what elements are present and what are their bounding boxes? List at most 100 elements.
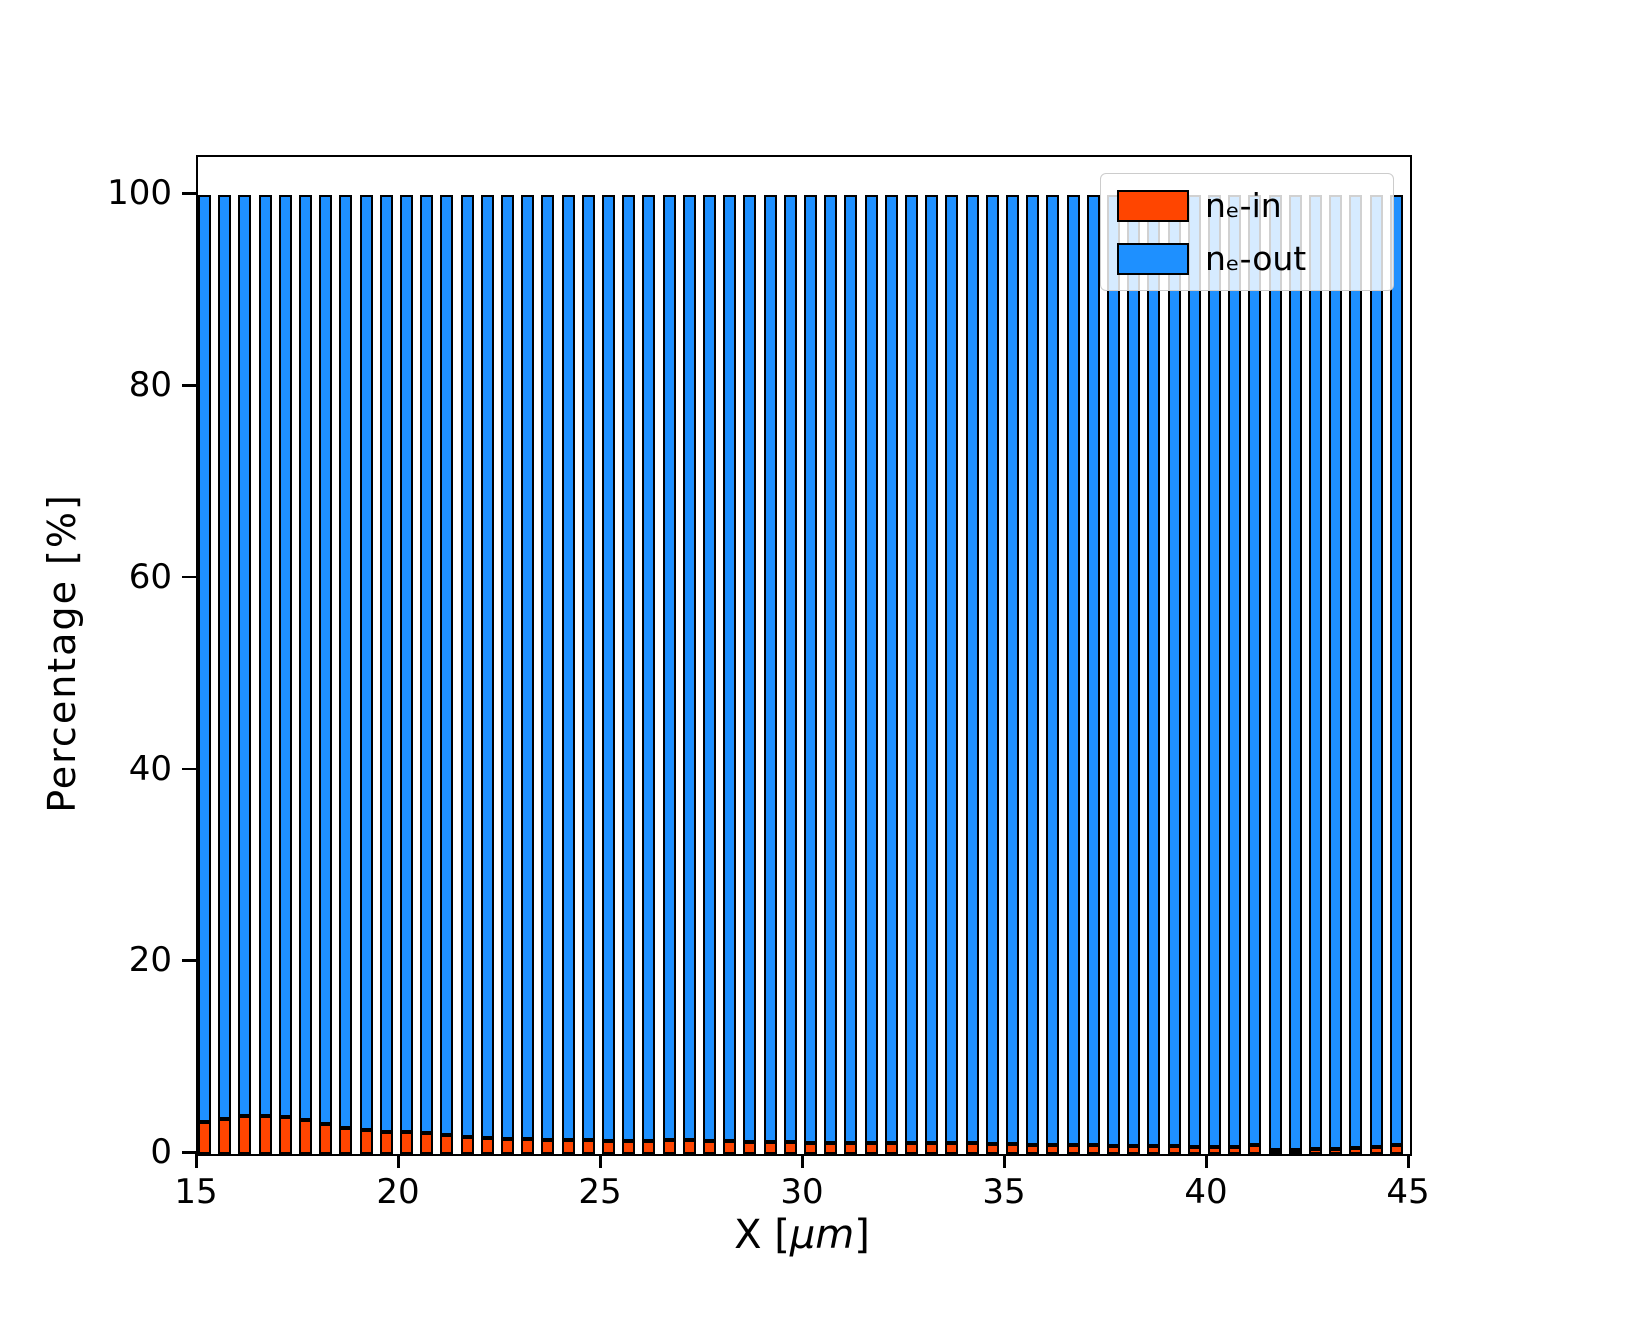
bar-segment <box>1046 1145 1060 1154</box>
bar-segment <box>1329 1149 1343 1154</box>
x-tick-mark <box>599 1154 602 1168</box>
x-tick-mark <box>1205 1154 1208 1168</box>
bar-segment <box>743 1141 757 1154</box>
y-tick-mark <box>182 575 196 579</box>
x-tick-label: 15 <box>174 1172 218 1212</box>
bar-segment <box>945 1143 959 1154</box>
y-tick-mark <box>182 767 196 771</box>
bar-segment <box>1187 1147 1201 1154</box>
bar-segment <box>258 195 272 1116</box>
bar-segment <box>844 195 858 1143</box>
bar-segment <box>864 195 878 1143</box>
bar-segment <box>662 195 676 1140</box>
bar-segment <box>965 1143 979 1154</box>
bar-segment <box>379 1131 393 1154</box>
bar-segment <box>1349 1148 1363 1154</box>
bar-segment <box>1389 1145 1403 1154</box>
x-axis-label: X [μm] <box>734 1212 870 1258</box>
bar-segment <box>945 195 959 1144</box>
bar-segment <box>804 1142 817 1154</box>
y-tick-label: 0 <box>150 1132 172 1172</box>
bar-segment <box>985 1144 999 1154</box>
bar-segment <box>1268 1150 1282 1154</box>
bar-segment <box>1228 1147 1242 1154</box>
bar-segment <box>1167 195 1181 1147</box>
bar-segment <box>541 1139 555 1154</box>
bar-segment <box>1248 1145 1262 1154</box>
bar-segment <box>1369 195 1383 1148</box>
bar-segment <box>642 195 656 1141</box>
bar-segment <box>581 1139 595 1154</box>
bar-segment <box>602 1140 615 1154</box>
bar-segment <box>1147 1146 1161 1154</box>
bar-segment <box>521 1138 535 1154</box>
y-tick-label: 60 <box>128 556 172 597</box>
x-tick-label: 40 <box>1184 1172 1228 1212</box>
bar-segment <box>1107 195 1120 1147</box>
bar-segment <box>420 1132 434 1154</box>
bar-segment <box>925 1143 939 1154</box>
bar-segment <box>864 1142 878 1154</box>
bar-segment <box>1046 195 1060 1146</box>
bar-segment <box>602 195 615 1141</box>
bar-segment <box>783 195 797 1142</box>
bar-segment <box>440 1134 454 1154</box>
legend-entry-ne-out: nₑ-out <box>1117 239 1377 278</box>
plot-area: nₑ-in nₑ-out <box>196 155 1412 1156</box>
bar-segment <box>379 195 393 1132</box>
bar-segment <box>299 1119 312 1154</box>
bar-segment <box>1086 195 1100 1146</box>
bar-segment <box>541 195 555 1140</box>
x-axis-label-prefix: X [ <box>734 1212 790 1258</box>
bar-segment <box>925 195 939 1144</box>
bar-segment <box>400 195 413 1132</box>
bar-segment <box>662 1139 676 1154</box>
bar-segment <box>339 195 353 1129</box>
bar-segment <box>682 195 696 1140</box>
bar-segment <box>1026 195 1040 1146</box>
bar-segment <box>1107 1146 1120 1154</box>
bar-segment <box>238 1115 252 1154</box>
bar-segment <box>521 195 535 1139</box>
bar-segment <box>1268 195 1282 1151</box>
legend-label-ne-in: nₑ-in <box>1205 186 1282 225</box>
bar-segment <box>1248 195 1262 1146</box>
bar-segment <box>1309 195 1322 1150</box>
bar-segment <box>743 195 757 1142</box>
bar-segment <box>985 195 999 1145</box>
bar-segment <box>460 1136 474 1154</box>
bar-segment <box>339 1128 353 1154</box>
legend-swatch-ne-out <box>1117 242 1189 275</box>
y-tick-mark <box>182 959 196 962</box>
bar-segment <box>703 1140 716 1154</box>
bar-segment <box>1026 1145 1040 1154</box>
bar-segment <box>400 1131 413 1154</box>
x-tick-label: 35 <box>982 1172 1026 1212</box>
bar-segment <box>1288 195 1302 1151</box>
x-tick-mark <box>1407 1154 1410 1168</box>
bar-segment <box>1369 1147 1383 1154</box>
bar-segment <box>1006 1144 1019 1154</box>
bar-segment <box>1127 195 1141 1147</box>
bar-segment <box>278 195 292 1117</box>
bar-segment <box>804 195 817 1143</box>
y-tick-mark <box>182 384 196 387</box>
bar-segment <box>642 1140 656 1154</box>
bar-segment <box>480 195 494 1138</box>
bar-segment <box>460 195 474 1137</box>
bar-segment <box>1066 1145 1080 1154</box>
bar-segment <box>763 1141 777 1154</box>
bar-segment <box>1208 1147 1221 1154</box>
bar-segment <box>319 195 333 1125</box>
bar-segment <box>723 1140 737 1154</box>
legend-swatch-ne-in <box>1117 189 1189 222</box>
bar-segment <box>561 195 575 1140</box>
y-tick-mark <box>182 192 196 195</box>
bar-segment <box>723 195 737 1141</box>
y-tick-label: 40 <box>128 748 172 789</box>
bar-segment <box>319 1124 333 1154</box>
bar-segment <box>783 1141 797 1154</box>
bar-segment <box>1329 195 1343 1150</box>
bar-segment <box>824 195 838 1143</box>
